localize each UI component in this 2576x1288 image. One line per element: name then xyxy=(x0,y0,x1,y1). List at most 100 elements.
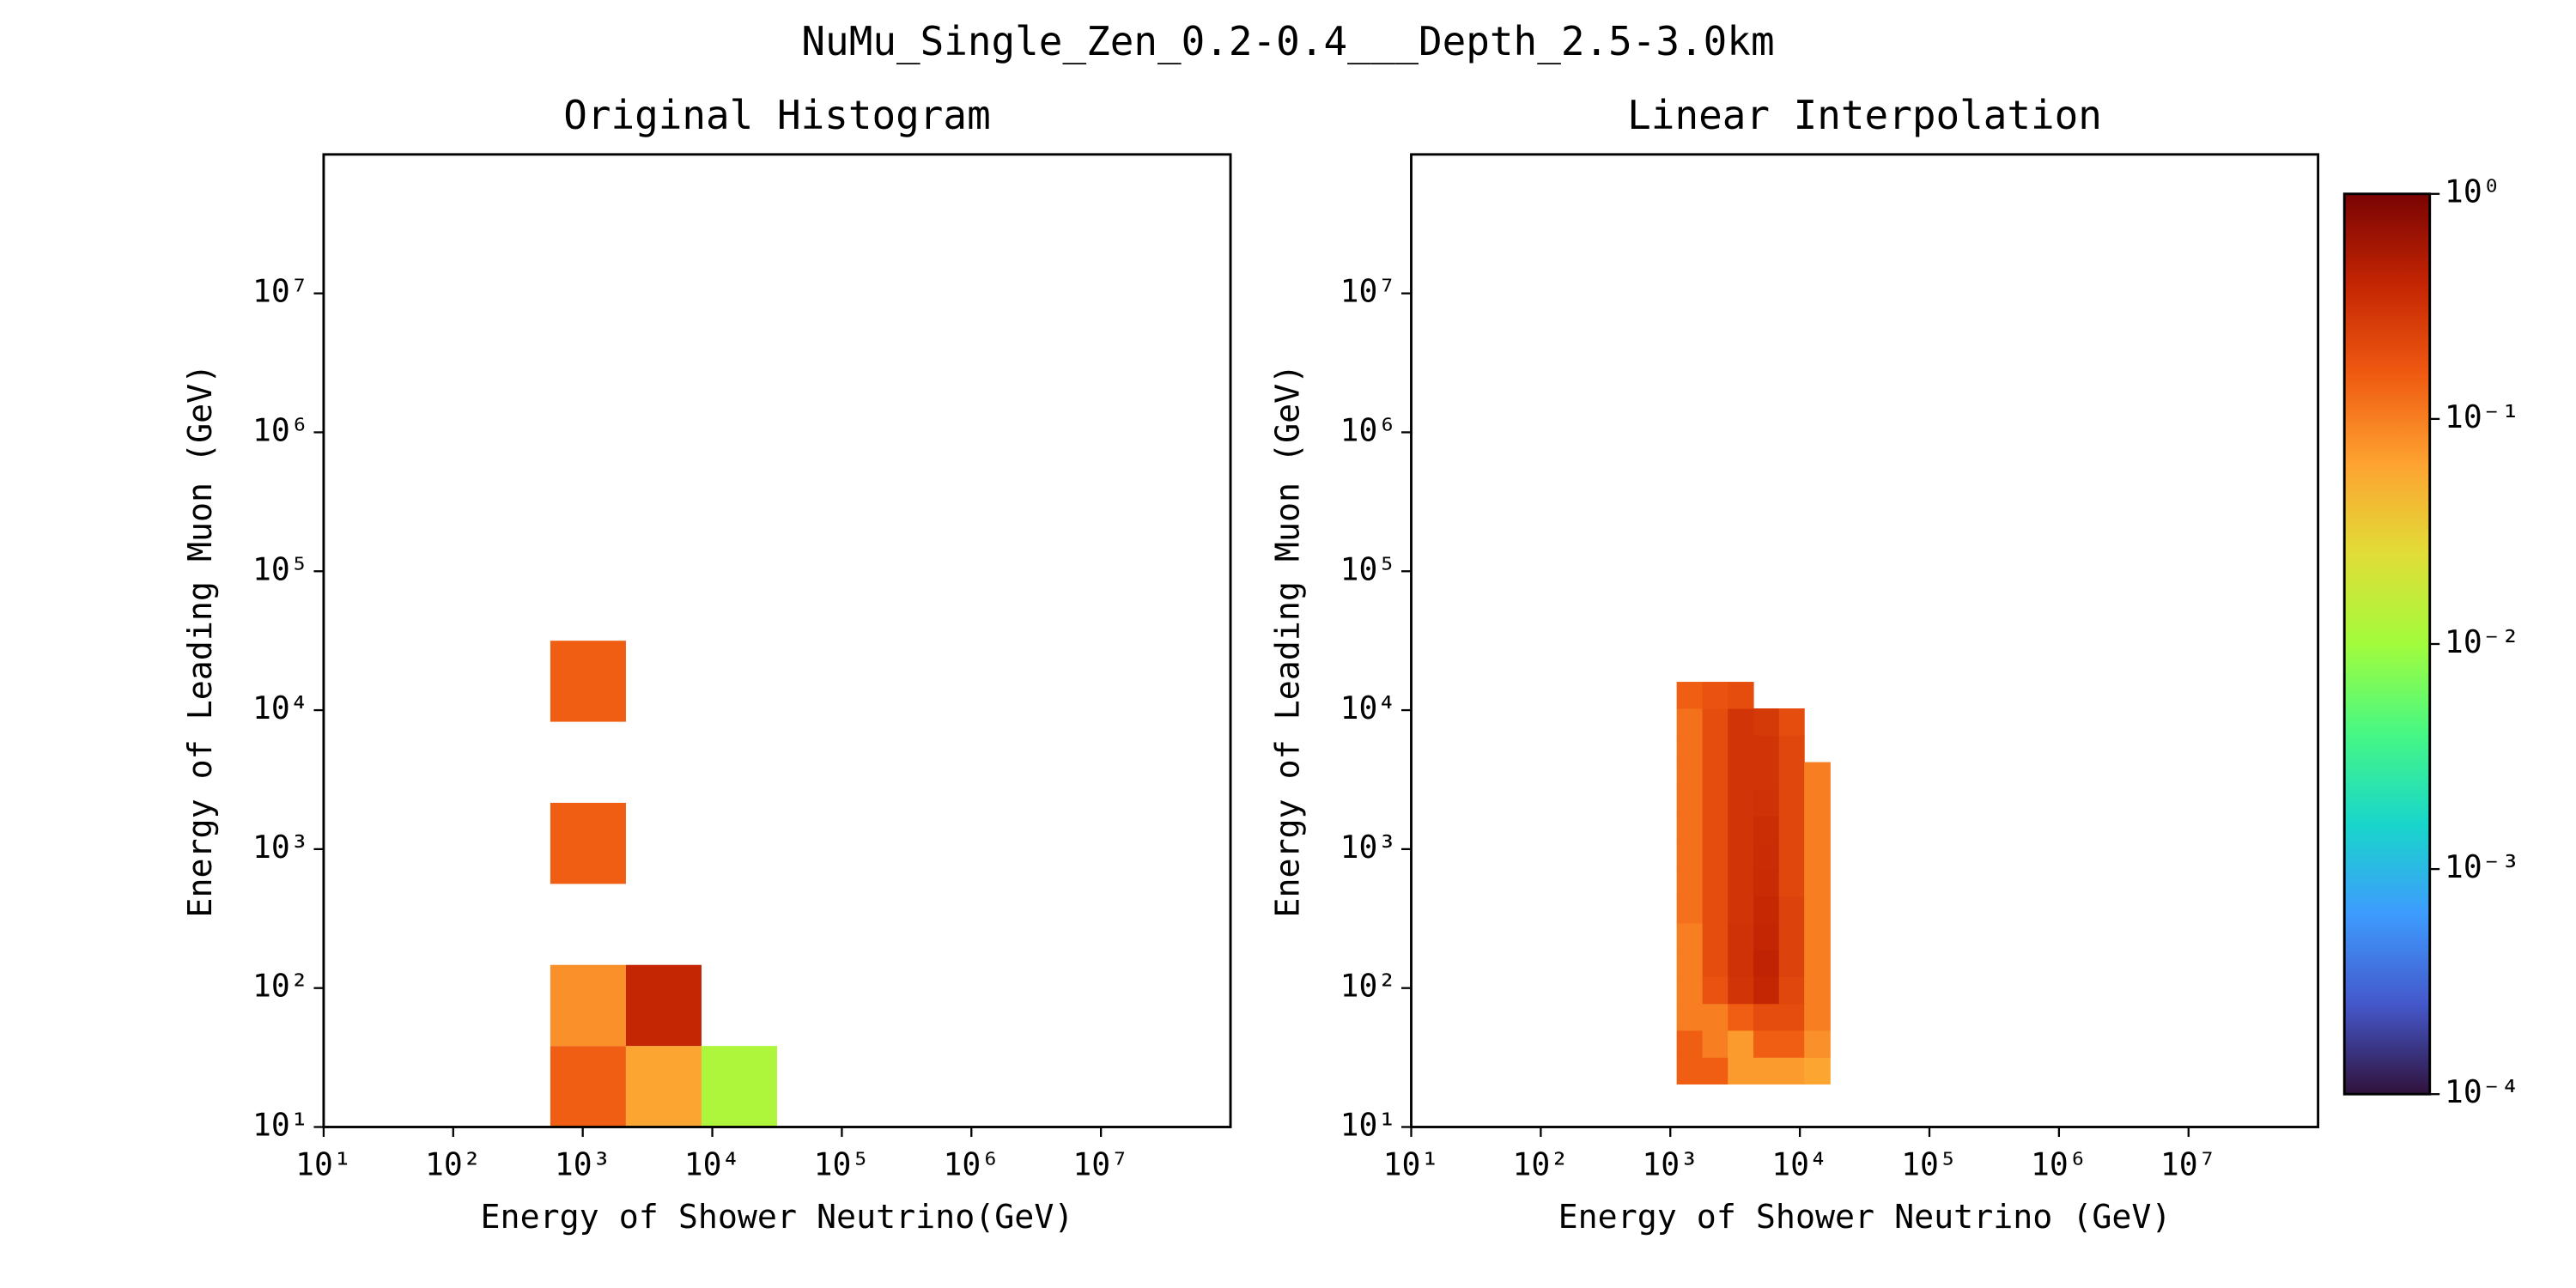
heatmap-cell xyxy=(1676,842,1704,871)
x-tick-label: 10² xyxy=(1513,1145,1570,1182)
y-tick-label: 10⁵ xyxy=(1340,550,1397,587)
heatmap-cell xyxy=(701,1046,777,1127)
heatmap-cell xyxy=(1676,1030,1704,1058)
heatmap-cell xyxy=(1804,762,1831,790)
heatmap-cell xyxy=(550,641,626,722)
heatmap-cell xyxy=(1778,976,1805,1005)
heatmap-cell xyxy=(1728,682,1754,709)
heatmap-cell xyxy=(1753,708,1780,736)
heatmap-cell xyxy=(625,1046,702,1127)
y-tick-label: 10³ xyxy=(252,829,309,866)
heatmap-cell xyxy=(1702,976,1728,1005)
subplot-title: Linear Interpolation xyxy=(1627,92,2102,138)
heatmap-cell xyxy=(1753,735,1780,763)
heatmap-cell xyxy=(1778,869,1805,897)
heatmap-cell xyxy=(1753,922,1780,951)
heatmap-cell xyxy=(1676,788,1704,817)
heatmap-cell xyxy=(1702,682,1728,709)
heatmap-cell xyxy=(1753,788,1780,817)
heatmap-cell xyxy=(1728,1057,1754,1084)
heatmap-cell xyxy=(1702,788,1728,817)
heatmap-cell xyxy=(1778,1003,1805,1031)
y-tick-label: 10⁴ xyxy=(1340,690,1397,726)
heatmap-cell xyxy=(1753,896,1780,924)
axes-frame xyxy=(322,153,1232,1128)
heatmap-cell xyxy=(1702,869,1728,897)
y-tick-label: 10¹ xyxy=(1340,1106,1397,1143)
x-tick-label: 10¹ xyxy=(295,1145,352,1182)
heatmap-cell xyxy=(1676,869,1704,897)
heatmap-cell xyxy=(625,964,702,1047)
y-tick-label: 10³ xyxy=(1340,829,1397,866)
heatmap-cell xyxy=(1778,1057,1805,1084)
heatmap-cell xyxy=(1753,762,1780,790)
heatmap-cell xyxy=(1702,1003,1728,1031)
heatmap-cell xyxy=(1753,950,1780,977)
heatmap-cell xyxy=(1804,896,1831,924)
y-tick-label: 10⁵ xyxy=(252,550,309,587)
heatmap-cell xyxy=(1676,708,1704,736)
heatmap-cell xyxy=(1702,896,1728,924)
subplot-title: Original Histogram xyxy=(563,92,990,138)
heatmap-cell xyxy=(1702,708,1728,736)
heatmap-cell xyxy=(1728,708,1754,736)
heatmap-cell xyxy=(1676,1003,1704,1031)
heatmap-cell xyxy=(1804,788,1831,817)
heatmap-cell xyxy=(1702,815,1728,844)
heatmap-cell xyxy=(1753,1030,1780,1058)
y-tick-label: 10² xyxy=(1340,968,1397,1005)
x-tick-label: 10⁵ xyxy=(1901,1145,1958,1182)
heatmap-cell xyxy=(1676,950,1704,977)
heatmap-cell xyxy=(1676,922,1704,951)
heatmap-cell xyxy=(1728,896,1754,924)
x-tick-label: 10⁷ xyxy=(2160,1145,2217,1182)
heatmap-cell xyxy=(1728,815,1754,844)
heatmap-cell xyxy=(1778,1030,1805,1058)
heatmap-cell xyxy=(550,1046,626,1127)
heatmap-cell xyxy=(1702,922,1728,951)
heatmap-cell xyxy=(1753,976,1780,1005)
heatmap-cell xyxy=(1728,788,1754,817)
y-tick-label: 10⁷ xyxy=(1340,273,1397,310)
heatmap-cell xyxy=(1804,1057,1831,1084)
colorbar-tick-label: 10⁰ xyxy=(2445,173,2501,210)
heatmap-cell xyxy=(1778,815,1805,844)
heatmap-cell xyxy=(1728,762,1754,790)
x-tick-label: 10¹ xyxy=(1383,1145,1440,1182)
heatmap-cell xyxy=(1804,815,1831,844)
y-tick-label: 10⁴ xyxy=(252,690,309,726)
y-tick-label: 10⁷ xyxy=(252,273,309,310)
heatmap-cell xyxy=(1804,1003,1831,1031)
heatmap-cell xyxy=(1702,1057,1728,1084)
heatmap-cell xyxy=(1753,842,1780,871)
colorbar-tick-label: 10⁻² xyxy=(2445,623,2520,660)
heatmap-cell xyxy=(1728,735,1754,763)
heatmap-cell xyxy=(1778,788,1805,817)
x-tick-label: 10² xyxy=(425,1145,482,1182)
axes-frame xyxy=(1410,153,2320,1128)
heatmap-cell xyxy=(1804,1030,1831,1058)
x-tick-label: 10⁵ xyxy=(814,1145,871,1182)
plot-area xyxy=(1676,682,1831,1084)
heatmap-cell xyxy=(1804,869,1831,897)
y-tick-label: 10² xyxy=(252,968,309,1005)
y-axis-label: Energy of Leading Muon (GeV) xyxy=(1268,364,1307,918)
heatmap-cell xyxy=(1728,1003,1754,1031)
heatmap-cell xyxy=(1753,1057,1780,1084)
heatmap-cell xyxy=(550,964,626,1047)
x-tick-label: 10³ xyxy=(1642,1145,1698,1182)
heatmap-cell xyxy=(1778,950,1805,977)
figure-title: NuMu_Single_Zen_0.2-0.4___Depth_2.5-3.0k… xyxy=(801,18,1774,64)
heatmap-cell xyxy=(1804,922,1831,951)
heatmap-cell xyxy=(1804,842,1831,871)
heatmap-cell xyxy=(1702,1030,1728,1058)
heatmap-cell xyxy=(1676,896,1704,924)
heatmap-cell xyxy=(550,802,626,884)
heatmap-cell xyxy=(1702,735,1728,763)
y-tick-label: 10⁶ xyxy=(252,411,309,448)
heatmap-cell xyxy=(1728,869,1754,897)
heatmap-cell xyxy=(1804,950,1831,977)
y-axis-label: Energy of Leading Muon (GeV) xyxy=(181,364,220,918)
heatmap-cell xyxy=(1676,762,1704,790)
